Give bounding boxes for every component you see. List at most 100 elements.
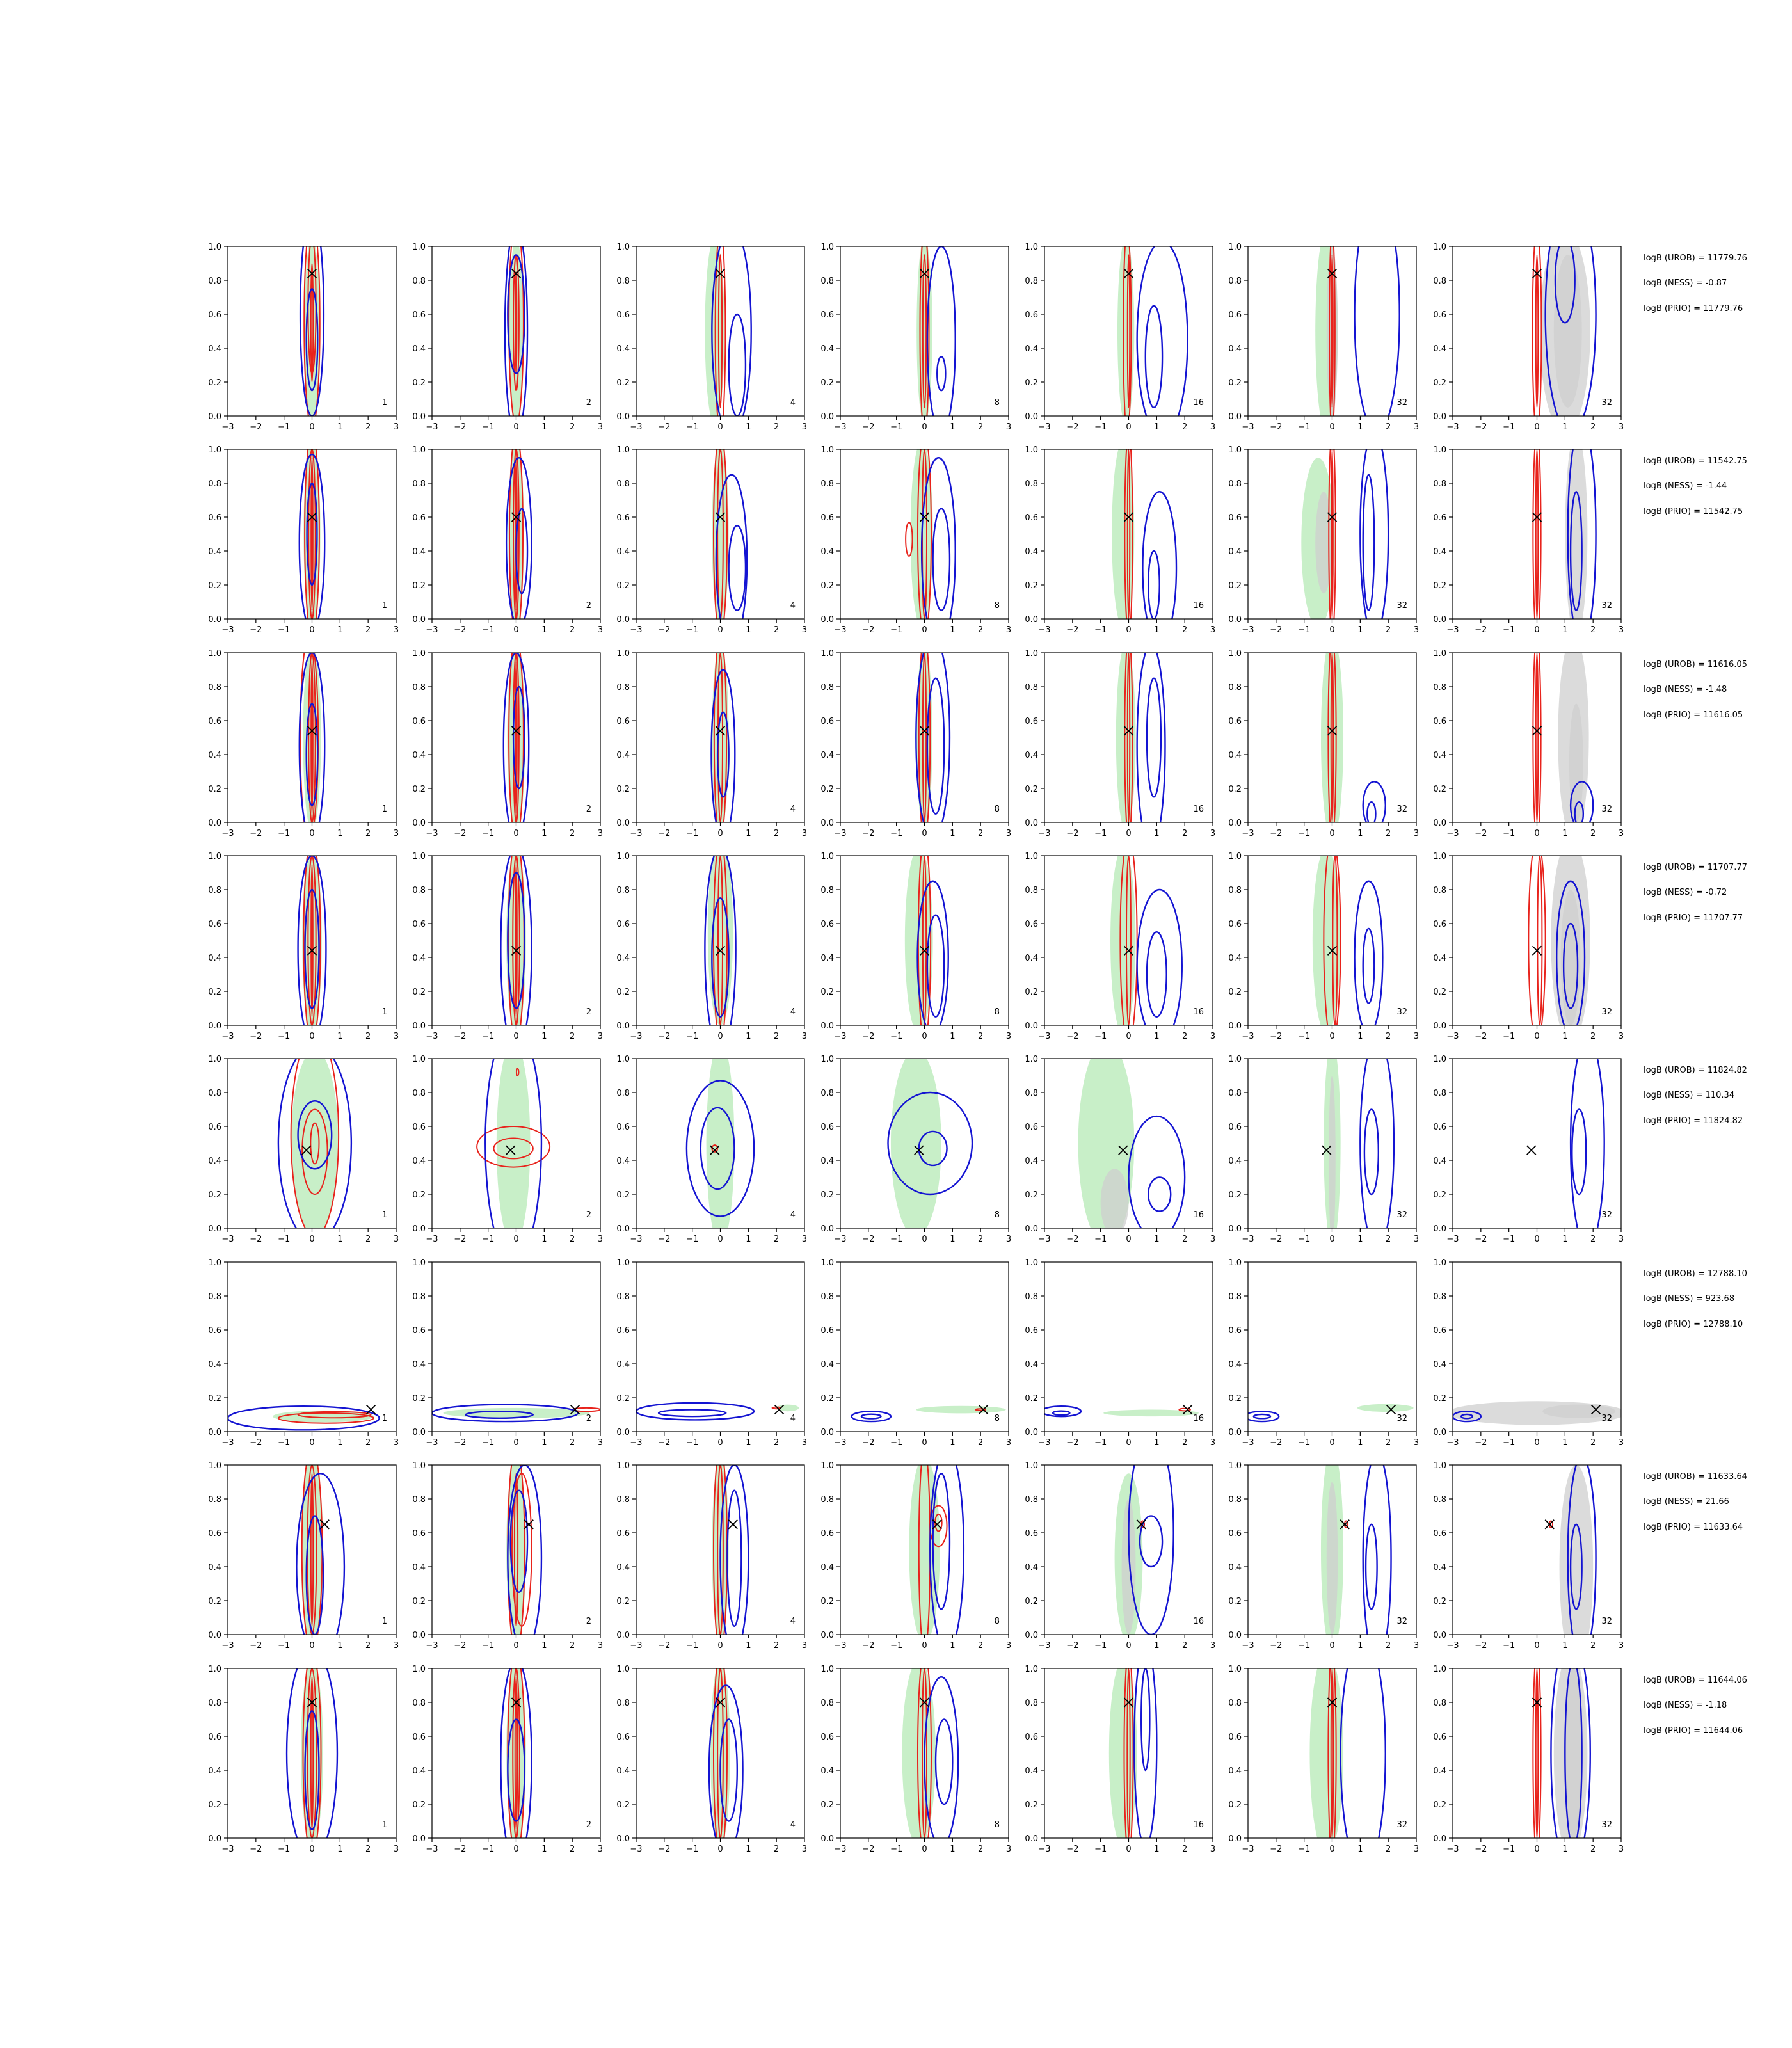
panel-contours xyxy=(909,1465,965,1635)
y-tick-label: 0.8 xyxy=(208,1292,221,1302)
blue-contour xyxy=(932,508,951,611)
y-tick-label: 0.0 xyxy=(208,615,221,625)
x-tick-label: 1 xyxy=(541,1235,547,1244)
y-tick-label: 0.2 xyxy=(820,581,834,591)
x-tick-label: 1 xyxy=(950,625,955,635)
y-tick-label: 0.6 xyxy=(1228,920,1242,929)
panel: −3 −2 −1 0 1 2 3 0.0 0.2 0.4 0.6 0.8 1.0 1 xyxy=(208,852,399,1041)
x-tick-label: −2 xyxy=(1066,1844,1078,1854)
blue-contour xyxy=(1564,1668,1583,1838)
x-tick-label: 3 xyxy=(1414,1438,1419,1448)
panel-corner-label: 1 xyxy=(382,1414,387,1423)
x-tick-label: 1 xyxy=(950,1641,955,1651)
x-tick-label: 0 xyxy=(1329,1844,1334,1854)
x-tick-label: −1 xyxy=(1503,1032,1515,1041)
red-contour xyxy=(712,1668,728,1838)
x-tick-label: −1 xyxy=(482,1438,494,1448)
x-tick-label: 1 xyxy=(1562,1844,1567,1854)
x-tick-label: −3 xyxy=(221,1032,234,1041)
y-tick-label: 0.0 xyxy=(820,1428,834,1437)
x-tick-label: −1 xyxy=(890,1641,902,1651)
red-contour xyxy=(1532,653,1542,822)
red-contour xyxy=(1330,653,1334,822)
y-tick-label: 0.8 xyxy=(1228,683,1242,692)
x-tick-label: −3 xyxy=(221,1235,234,1244)
x-tick-label: 3 xyxy=(1414,1032,1419,1041)
y-tick-label: 0.2 xyxy=(1228,988,1242,997)
x-tick-label: −3 xyxy=(1446,422,1459,432)
true-value-marker xyxy=(1532,268,1542,279)
x-tick-label: 1 xyxy=(950,1032,955,1041)
x-tick-label: 2 xyxy=(1386,1844,1391,1854)
x-tick-label: 3 xyxy=(598,1235,603,1244)
blue-contour xyxy=(1363,1108,1380,1196)
x-tick-label: 0 xyxy=(922,1438,927,1448)
x-tick-label: −2 xyxy=(1066,1438,1078,1448)
blue-contour xyxy=(298,653,326,822)
x-tick-label: 0 xyxy=(1126,1844,1131,1854)
y-tick-label: 0.2 xyxy=(820,785,834,794)
prior-fill xyxy=(1121,1499,1136,1635)
panel-contours xyxy=(704,856,737,1025)
blue-contour xyxy=(297,856,327,1025)
x-tick-label: −1 xyxy=(278,625,290,635)
blue-contour xyxy=(1354,246,1400,416)
x-tick-label: 3 xyxy=(802,1235,807,1244)
panel-corner-label: 16 xyxy=(1193,1007,1204,1017)
x-tick-label: 0 xyxy=(717,625,723,635)
y-tick-label: 0.4 xyxy=(412,1360,426,1370)
red-contour xyxy=(717,856,724,1025)
y-tick-label: 0.2 xyxy=(208,1597,221,1606)
red-contour xyxy=(1178,1407,1191,1412)
true-value-marker xyxy=(715,726,726,736)
y-tick-label: 0.8 xyxy=(208,479,221,489)
y-tick-label: 0.4 xyxy=(1433,547,1446,557)
y-tick-label: 0.2 xyxy=(1228,1190,1242,1200)
x-tick-label: −1 xyxy=(890,1844,902,1854)
x-tick-label: 1 xyxy=(746,625,751,635)
y-tick-label: 0.6 xyxy=(412,1123,426,1132)
y-tick-label: 0.6 xyxy=(1228,513,1242,523)
y-tick-label: 0.6 xyxy=(208,310,221,320)
x-tick-label: 3 xyxy=(802,422,807,432)
y-tick-label: 0.6 xyxy=(1025,1529,1038,1539)
true-value-marker xyxy=(1327,945,1338,956)
true-value-marker xyxy=(524,1519,534,1530)
logb-prio-label: logB (PRIO) = 11633.64 xyxy=(1644,1523,1743,1532)
prior-fill xyxy=(1315,492,1332,594)
panel: −3 −2 −1 0 1 2 3 0.0 0.2 0.4 0.6 0.8 1.0 2 xyxy=(412,649,603,838)
true-value-marker xyxy=(307,268,317,279)
panel-contours xyxy=(296,1465,346,1635)
y-tick-label: 0.0 xyxy=(1228,1428,1242,1437)
red-contour xyxy=(712,449,728,619)
red-contour xyxy=(1125,856,1132,1025)
y-tick-label: 1.0 xyxy=(1025,852,1038,861)
panel-corner-label: 8 xyxy=(995,1210,1000,1220)
y-tick-label: 1.0 xyxy=(616,852,630,861)
x-tick-label: 1 xyxy=(337,1438,342,1448)
y-tick-label: 0.2 xyxy=(1228,1394,1242,1404)
x-tick-label: −3 xyxy=(1242,1032,1254,1041)
y-tick-label: 0.8 xyxy=(208,1495,221,1505)
x-tick-label: 1 xyxy=(541,1032,547,1041)
x-tick-label: −2 xyxy=(454,1641,466,1651)
red-contour xyxy=(922,254,927,408)
panel: −3 −2 −1 0 1 2 3 0.0 0.2 0.4 0.6 0.8 1.0 16 xyxy=(1025,649,1215,838)
x-tick-label: 3 xyxy=(394,1438,399,1448)
y-tick-label: 1.0 xyxy=(1433,649,1446,659)
panel-corner-label: 2 xyxy=(586,398,591,408)
red-contour xyxy=(1328,449,1336,619)
y-tick-label: 0.6 xyxy=(820,1326,834,1336)
x-tick-label: −3 xyxy=(1242,1438,1254,1448)
x-tick-label: 1 xyxy=(950,422,955,432)
y-tick-label: 1.0 xyxy=(1228,1055,1242,1064)
x-tick-label: 0 xyxy=(513,1235,518,1244)
x-tick-label: −1 xyxy=(278,1844,290,1854)
y-tick-label: 0.0 xyxy=(616,615,630,625)
x-tick-label: 1 xyxy=(1562,829,1567,838)
logb-urob-label: logB (UROB) = 11616.05 xyxy=(1644,660,1747,669)
panel-contours xyxy=(277,1059,353,1228)
true-value-marker xyxy=(1322,1145,1332,1155)
x-tick-label: 0 xyxy=(922,829,927,838)
y-tick-label: 0.0 xyxy=(208,1224,221,1234)
